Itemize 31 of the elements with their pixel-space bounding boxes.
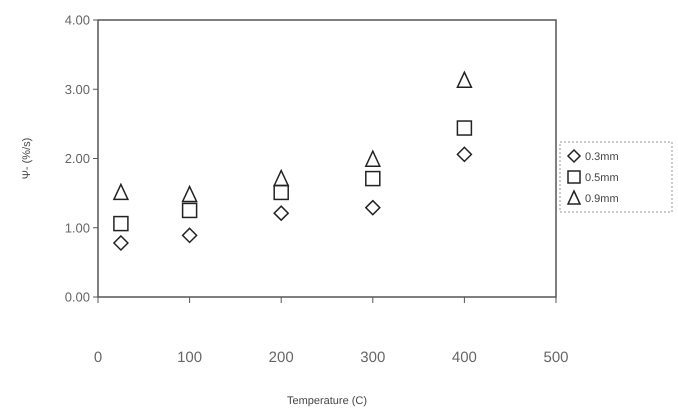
- y-tick-label: 2.00: [64, 151, 90, 166]
- y-tick-label: 0.00: [64, 290, 90, 305]
- point: [182, 228, 198, 244]
- point: [456, 146, 472, 162]
- point: [182, 186, 198, 202]
- point: [365, 150, 381, 167]
- y-tick-label: 1.00: [64, 220, 90, 236]
- legend-label: 0.9mm: [585, 192, 619, 205]
- point: [113, 184, 129, 200]
- point: [113, 235, 129, 251]
- legend-label: 0.3mm: [585, 150, 619, 163]
- point: [273, 184, 289, 200]
- x-tick-label: 100: [177, 349, 202, 366]
- x-axis-title: Temperature (C): [286, 395, 368, 407]
- y-tick-label: 4.00: [64, 12, 90, 28]
- point: [456, 72, 472, 88]
- point: [456, 120, 472, 136]
- x-tick-label: 0: [94, 349, 102, 366]
- point: [113, 216, 129, 232]
- point: [365, 170, 381, 186]
- legend-label: 0.5mm: [585, 172, 619, 184]
- point: [182, 202, 198, 218]
- x-tick-label: 500: [543, 349, 569, 366]
- point: [273, 170, 289, 186]
- point: [273, 205, 289, 221]
- y-tick-label: 3.00: [64, 82, 90, 97]
- point: [365, 200, 381, 216]
- x-tick-label: 300: [360, 349, 386, 366]
- x-tick-label: 200: [268, 349, 294, 366]
- x-tick-label: 400: [452, 349, 477, 366]
- y-axis-title: Ψ- (%/s): [21, 138, 33, 180]
